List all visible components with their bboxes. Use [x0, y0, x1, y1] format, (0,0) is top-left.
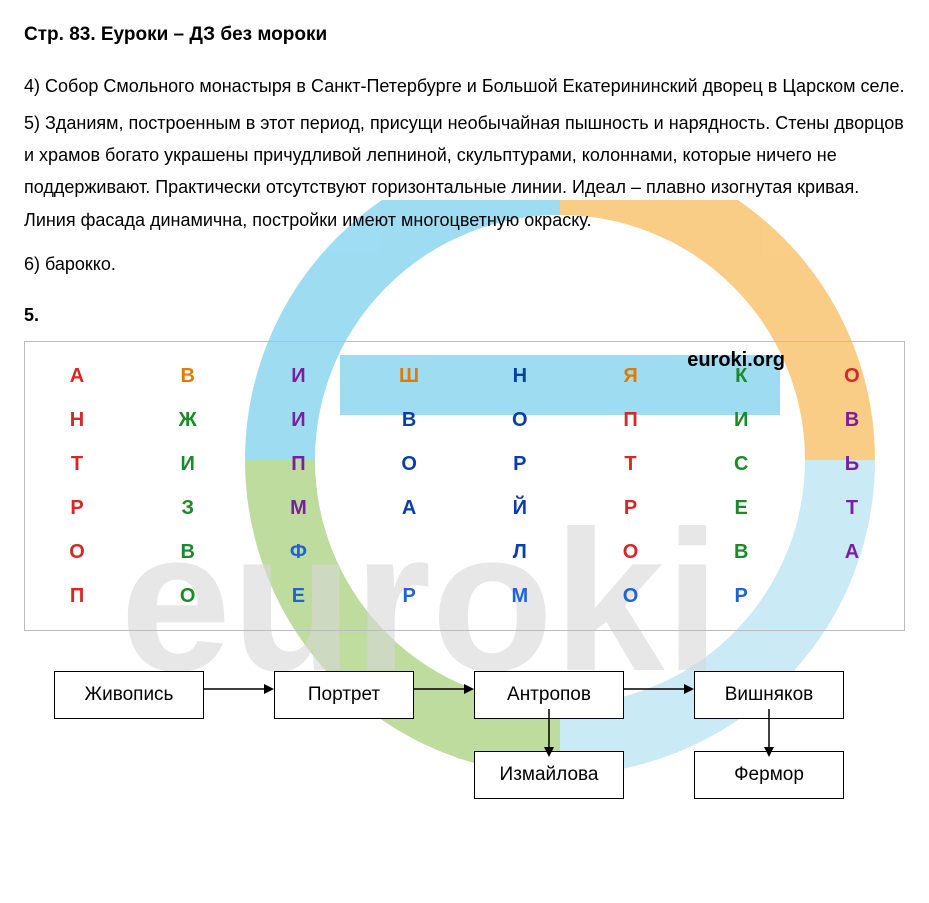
grid-cell: О: [619, 578, 643, 614]
paragraph-5: 5) Зданиям, построенным в этот период, п…: [24, 107, 905, 237]
grid-cell: Н: [65, 402, 89, 438]
grid-row: НЖИВОПИВ: [65, 402, 864, 438]
grid-row: ОВФЛОВА: [65, 534, 864, 570]
grid-cell: Ь: [840, 446, 864, 482]
grid-cell: П: [619, 402, 643, 438]
grid-row: ТИПОРТСЬ: [65, 446, 864, 482]
grid-cell: О: [176, 578, 200, 614]
grid-cell: И: [286, 358, 310, 394]
grid-cell: Т: [840, 490, 864, 526]
grid-cell: Н: [508, 358, 532, 394]
grid-cell: Ж: [176, 402, 200, 438]
grid-cell: В: [729, 534, 753, 570]
grid-cell: О: [397, 446, 421, 482]
grid-cell: Р: [397, 578, 421, 614]
grid-cell: Ф: [286, 534, 310, 570]
grid-cell: Ш: [397, 358, 421, 394]
grid-cell: М: [286, 490, 310, 526]
diagram-box-b6: Фермор: [694, 751, 844, 799]
flow-diagram: ЖивописьПортретАнтроповВишняковИзмайлова…: [54, 671, 905, 851]
diagram-arrow: [624, 679, 694, 699]
grid-cell: А: [65, 358, 89, 394]
grid-cell: П: [286, 446, 310, 482]
diagram-arrow: [539, 709, 559, 757]
grid-cell: Р: [65, 490, 89, 526]
grid-cell: В: [397, 402, 421, 438]
grid-cell: О: [840, 358, 864, 394]
grid-cell: Р: [619, 490, 643, 526]
grid-cell: [840, 578, 864, 614]
grid-cell: Р: [508, 446, 532, 482]
grid-cell: М: [508, 578, 532, 614]
grid-cell: В: [176, 534, 200, 570]
grid-cell: Е: [286, 578, 310, 614]
grid-row: ПОЕРМОР: [65, 578, 864, 614]
grid-cell: [397, 534, 421, 570]
paragraph-6: 6) барокко.: [24, 248, 905, 280]
diagram-box-b2: Портрет: [274, 671, 414, 719]
grid-cell: А: [397, 490, 421, 526]
grid-cell: О: [508, 402, 532, 438]
grid-cell: Я: [619, 358, 643, 394]
grid-cell: В: [176, 358, 200, 394]
grid-cell: В: [840, 402, 864, 438]
grid-cell: А: [840, 534, 864, 570]
paragraph-4: 4) Собор Смольного монастыря в Санкт-Пет…: [24, 70, 905, 102]
site-url: euroki.org: [687, 342, 785, 378]
grid-cell: П: [65, 578, 89, 614]
grid-cell: Й: [508, 490, 532, 526]
diagram-arrow: [204, 679, 274, 699]
grid-cell: С: [729, 446, 753, 482]
grid-cell: И: [176, 446, 200, 482]
grid-row: РЗМАЙРЕТ: [65, 490, 864, 526]
diagram-box-b5: Измайлова: [474, 751, 624, 799]
grid-cell: Е: [729, 490, 753, 526]
diagram-box-b1: Живопись: [54, 671, 204, 719]
grid-cell: Т: [65, 446, 89, 482]
grid-cell: О: [65, 534, 89, 570]
grid-cell: З: [176, 490, 200, 526]
section-5-label: 5.: [24, 299, 905, 331]
diagram-arrow: [759, 709, 779, 757]
grid-cell: И: [729, 402, 753, 438]
letter-grid: АВИШНЯКОНЖИВОПИВТИПОРТСЬРЗМАЙРЕТОВФЛОВАП…: [24, 341, 905, 631]
grid-cell: О: [619, 534, 643, 570]
grid-cell: Т: [619, 446, 643, 482]
grid-cell: Р: [729, 578, 753, 614]
grid-cell: И: [286, 402, 310, 438]
grid-cell: Л: [508, 534, 532, 570]
page-title: Стр. 83. Еуроки – ДЗ без мороки: [24, 18, 905, 52]
diagram-arrow: [414, 679, 474, 699]
